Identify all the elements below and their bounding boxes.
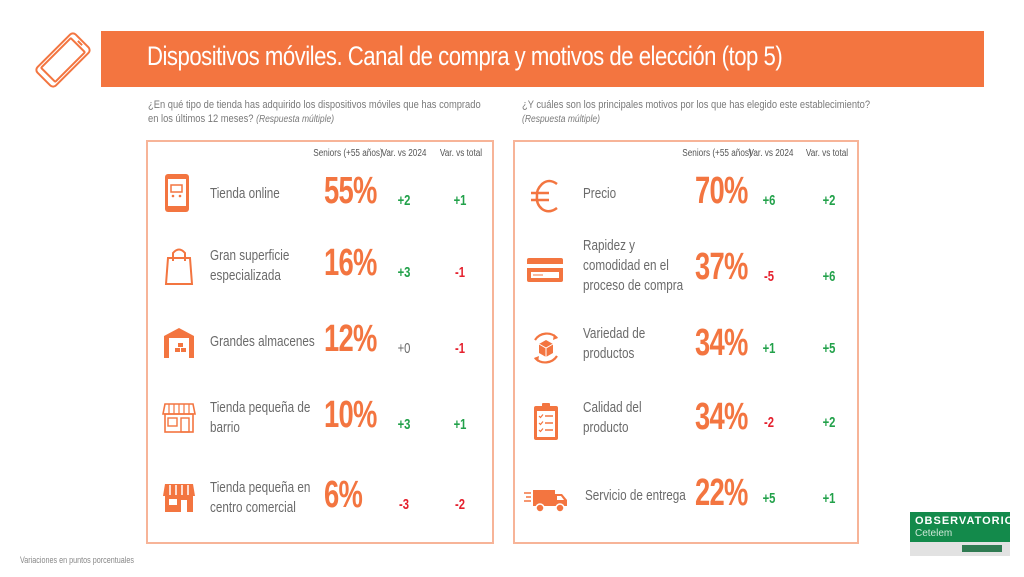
choice-reasons-panel: Seniors (+55 años) Var. vs 2024 Var. vs … bbox=[513, 140, 859, 544]
observatorio-cetelem-logo: OBSERVATORIO Cetelem bbox=[910, 512, 1013, 556]
right-question-line1: ¿Y cuáles son los principales motivos po… bbox=[522, 99, 871, 111]
row-label: Tienda pequeña de barrio bbox=[210, 398, 310, 438]
var-vs-2024: +3 bbox=[397, 416, 411, 433]
row-label-line2: especializada bbox=[210, 267, 281, 284]
row-label-line2: producto bbox=[583, 419, 629, 436]
row-label: Variedad de productos bbox=[583, 324, 645, 364]
col-header-var-total: Var. vs total bbox=[439, 148, 483, 159]
logo-gray-block bbox=[910, 542, 1010, 556]
var-vs-2024: +6 bbox=[762, 192, 776, 209]
col-header-var-2024: Var. vs 2024 bbox=[381, 148, 427, 159]
table-row: Tienda pequeña de barrio 10% +3 +1 bbox=[148, 384, 492, 454]
var-vs-2024: +3 bbox=[397, 264, 411, 281]
table-row: Rapidez y comodidad en el proceso de com… bbox=[515, 232, 857, 302]
table-row: Variedad de productos 34% +1 +5 bbox=[515, 314, 857, 384]
var-vs-2024: -3 bbox=[398, 496, 410, 513]
var-vs-2024: +0 bbox=[397, 340, 411, 357]
table-row: Servicio de entrega 22% +5 +1 bbox=[515, 464, 857, 534]
var-vs-total: +5 bbox=[822, 340, 836, 357]
percent-value: 34% bbox=[695, 322, 748, 364]
row-label: Precio bbox=[583, 185, 617, 202]
table-row: Grandes almacenes 12% +0 -1 bbox=[148, 308, 492, 378]
var-vs-total: +2 bbox=[822, 192, 836, 209]
row-label: Grandes almacenes bbox=[210, 333, 315, 350]
percent-value: 12% bbox=[324, 318, 377, 360]
row-label-line1: Tienda pequeña en bbox=[210, 479, 311, 496]
left-question: ¿En qué tipo de tienda has adquirido los… bbox=[148, 98, 481, 127]
var-vs-2024: -5 bbox=[763, 268, 775, 285]
col-header-var-total: Var. vs total bbox=[805, 148, 849, 159]
euro-icon bbox=[531, 179, 558, 213]
var-vs-2024: +1 bbox=[762, 340, 776, 357]
var-vs-total: +2 bbox=[822, 414, 836, 431]
table-row: Tienda pequeña en centro comercial 6% -3… bbox=[148, 464, 492, 534]
left-question-line2: en los últimos 12 meses? bbox=[148, 113, 254, 125]
row-label-line1: Gran superficie bbox=[210, 247, 290, 264]
percent-value: 55% bbox=[324, 170, 377, 212]
logo-sub: Cetelem bbox=[915, 528, 953, 539]
logo-name: OBSERVATORIO bbox=[915, 515, 1015, 527]
var-vs-total: -2 bbox=[454, 496, 466, 513]
purchase-channel-panel: Seniors (+55 años) Var. vs 2024 Var. vs … bbox=[146, 140, 494, 544]
percent-value: 22% bbox=[695, 472, 748, 514]
box-cycle-icon bbox=[534, 332, 558, 364]
row-label-line1: Variedad de bbox=[583, 325, 646, 342]
table-row: Gran superficie especializada 16% +3 -1 bbox=[148, 232, 492, 302]
title-banner: Dispositivos móviles. Canal de compra y … bbox=[101, 31, 984, 87]
storefront-outline-icon bbox=[162, 403, 196, 433]
smartphone-icon bbox=[35, 32, 91, 88]
var-vs-2024: +2 bbox=[397, 192, 411, 209]
row-label-line2: comodidad en el bbox=[583, 257, 669, 274]
percent-value: 16% bbox=[324, 242, 377, 284]
table-row: Precio 70% +6 +2 bbox=[515, 162, 857, 232]
bank-logo-icon bbox=[962, 545, 1002, 552]
row-label: Tienda pequeña en centro comercial bbox=[210, 478, 310, 518]
percent-value: 34% bbox=[695, 396, 748, 438]
percent-value: 6% bbox=[324, 474, 363, 516]
percent-value: 10% bbox=[324, 394, 377, 436]
shopping-bag-icon bbox=[164, 248, 194, 285]
storefront-solid-icon bbox=[163, 484, 195, 512]
left-question-line1: ¿En qué tipo de tienda has adquirido los… bbox=[148, 99, 481, 111]
row-label: Tienda online bbox=[210, 185, 280, 202]
row-label: Gran superficie especializada bbox=[210, 246, 289, 286]
delivery-truck-icon bbox=[524, 490, 567, 513]
row-label: Servicio de entrega bbox=[585, 487, 686, 504]
table-row: Tienda online 55% +2 +1 bbox=[148, 160, 492, 230]
col-header-var-2024: Var. vs 2024 bbox=[748, 148, 794, 159]
percent-value: 70% bbox=[695, 170, 748, 212]
var-vs-total: -1 bbox=[454, 264, 466, 281]
row-label: Rapidez y comodidad en el proceso de com… bbox=[583, 236, 683, 296]
row-label-line2: barrio bbox=[210, 419, 240, 436]
footnote: Variaciones en puntos porcentuales bbox=[20, 555, 134, 565]
row-label-line2: centro comercial bbox=[210, 499, 296, 516]
right-question-note: (Respuesta múltiple) bbox=[522, 114, 600, 125]
row-label-line2: productos bbox=[583, 345, 635, 362]
col-header-seniors: Seniors (+55 años) bbox=[682, 148, 752, 159]
row-label-line1: Calidad del bbox=[583, 399, 642, 416]
percent-value: 37% bbox=[695, 246, 748, 288]
clipboard-check-icon bbox=[534, 403, 558, 440]
row-label-line1: Tienda pequeña de bbox=[210, 399, 311, 416]
var-vs-total: +1 bbox=[453, 192, 467, 209]
var-vs-total: +1 bbox=[822, 490, 836, 507]
credit-card-icon bbox=[527, 258, 563, 282]
logo-green-block: OBSERVATORIO Cetelem bbox=[910, 512, 1013, 542]
warehouse-icon bbox=[164, 328, 194, 358]
var-vs-total: +6 bbox=[822, 268, 836, 285]
row-label-line1: Rapidez y bbox=[583, 237, 636, 254]
row-label-line3: proceso de compra bbox=[583, 277, 684, 294]
row-label: Calidad del producto bbox=[583, 398, 642, 438]
table-row: Calidad del producto 34% -2 +2 bbox=[515, 388, 857, 458]
right-question: ¿Y cuáles son los principales motivos po… bbox=[522, 98, 870, 127]
tablet-cart-icon bbox=[165, 174, 189, 212]
var-vs-total: +1 bbox=[453, 416, 467, 433]
col-header-seniors: Seniors (+55 años) bbox=[313, 148, 383, 159]
page-title: Dispositivos móviles. Canal de compra y … bbox=[147, 41, 783, 71]
var-vs-2024: +5 bbox=[762, 490, 776, 507]
var-vs-total: -1 bbox=[454, 340, 466, 357]
var-vs-2024: -2 bbox=[763, 414, 775, 431]
left-question-note: (Respuesta múltiple) bbox=[256, 114, 335, 125]
